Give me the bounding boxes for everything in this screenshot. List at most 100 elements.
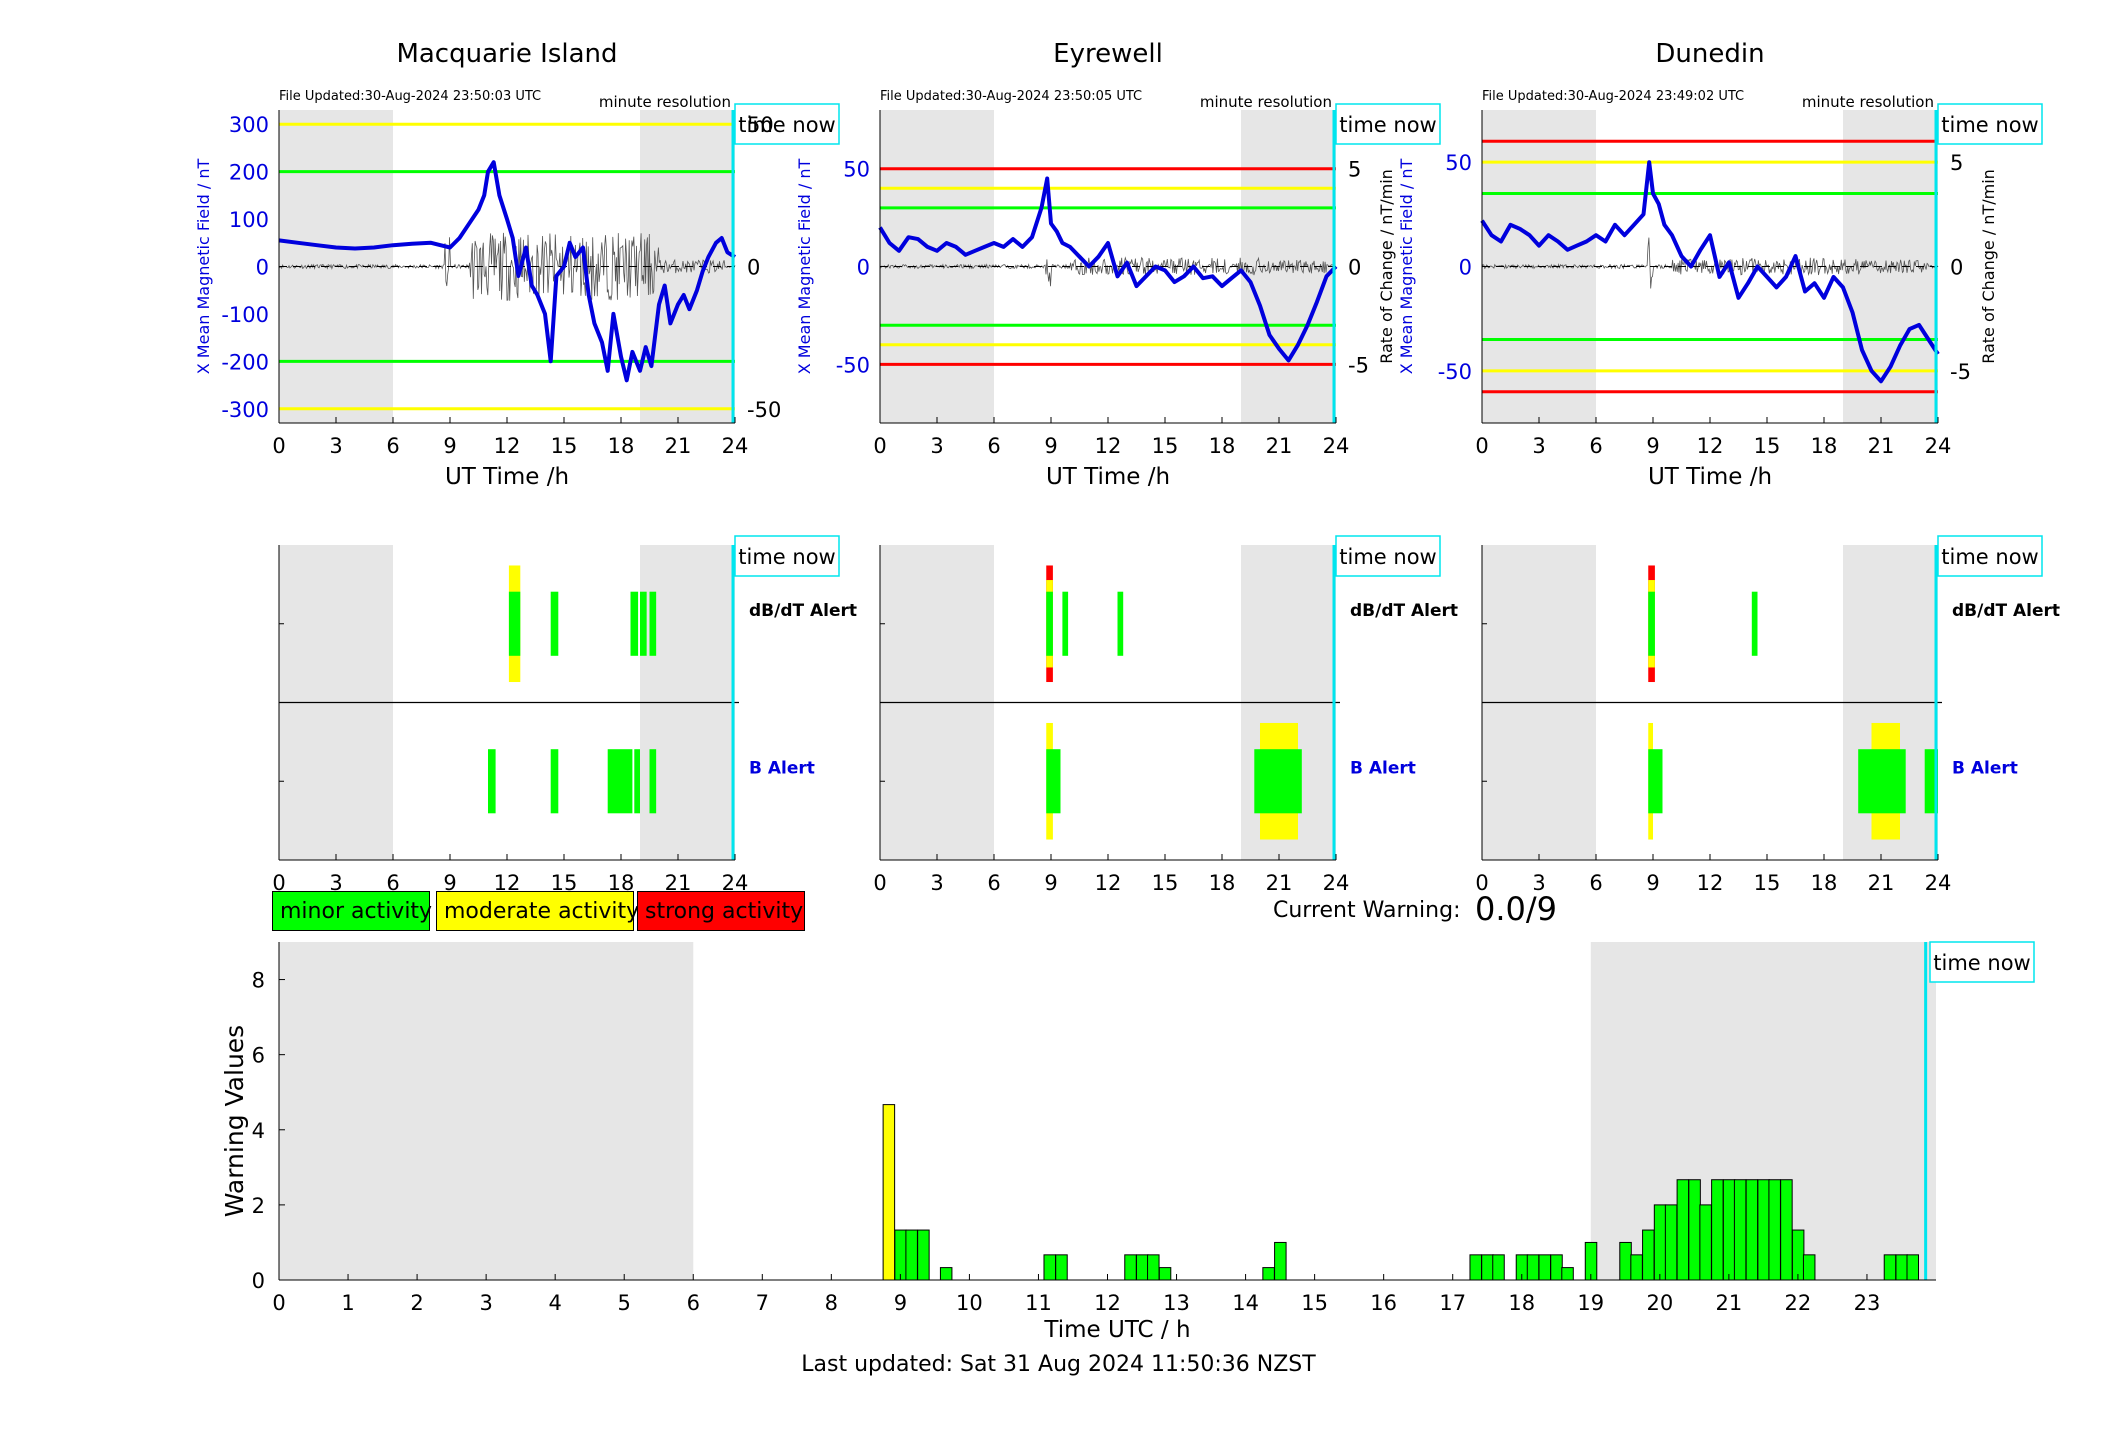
b-alert-block-2-1 xyxy=(1648,749,1663,814)
xtick-top-1-7: 21 xyxy=(1266,434,1293,458)
warning-xtick-21: 21 xyxy=(1716,1291,1743,1315)
ytick-right-1-2: -5 xyxy=(1348,353,1369,377)
ytick-right-0-0: 50 xyxy=(747,113,774,137)
warning-xtick-6: 6 xyxy=(687,1291,700,1315)
warning-bar-29 xyxy=(1699,1204,1712,1281)
xtick-top-0-7: 21 xyxy=(665,434,692,458)
xtick-top-2-1: 3 xyxy=(1532,434,1545,458)
warning-xtick-5: 5 xyxy=(618,1291,631,1315)
warning-bar-39 xyxy=(1883,1254,1897,1281)
alert-xtick-2-6: 18 xyxy=(1811,871,1838,895)
xtick-top-0-8: 24 xyxy=(722,434,749,458)
field-series-2 xyxy=(1480,160,1940,384)
alert-xtick-2-4: 12 xyxy=(1697,871,1724,895)
warning-bar-34 xyxy=(1757,1179,1770,1281)
ytick-left-0-1: 200 xyxy=(229,161,269,185)
warning-xlabel: Time UTC / h xyxy=(1043,1317,1190,1343)
warning-bar-22 xyxy=(1619,1241,1632,1281)
xtick-top-0-0: 0 xyxy=(272,434,285,458)
warning-xtick-11: 11 xyxy=(1025,1291,1052,1315)
ytick-left-1-2: -50 xyxy=(836,353,870,377)
warning-bar-9 xyxy=(1147,1254,1160,1281)
warning-bar-37 xyxy=(1791,1229,1805,1281)
dbdt-alert-block-2-3 xyxy=(1751,591,1758,656)
xlabel-top-1: UT Time /h xyxy=(1046,464,1170,490)
xtick-top-1-0: 0 xyxy=(873,434,886,458)
time-now-label-top-2: time now xyxy=(1941,113,2038,137)
alert-xtick-1-7: 21 xyxy=(1266,871,1293,895)
warning-bar-25 xyxy=(1653,1204,1667,1281)
b-alert-block-0-3 xyxy=(634,749,640,814)
alert-xtick-1-3: 9 xyxy=(1044,871,1057,895)
xtick-top-0-6: 18 xyxy=(608,434,635,458)
warning-bar-33 xyxy=(1745,1179,1759,1281)
warning-bar-27 xyxy=(1676,1179,1690,1281)
time-now-label-alert-0: time now xyxy=(738,545,835,569)
warning-bar-36 xyxy=(1780,1179,1793,1281)
b-alert-block-0-1 xyxy=(550,749,559,814)
warning-xtick-0: 0 xyxy=(272,1291,285,1315)
warning-xtick-19: 19 xyxy=(1577,1291,1604,1315)
warning-xtick-22: 22 xyxy=(1785,1291,1812,1315)
xtick-top-1-6: 18 xyxy=(1209,434,1236,458)
b-alert-block-0-4 xyxy=(649,749,657,814)
xtick-top-2-0: 0 xyxy=(1475,434,1488,458)
warning-night-shade-0 xyxy=(279,942,694,1280)
dbdt-alert-block-2-2 xyxy=(1648,591,1655,656)
last-updated: Last updated: Sat 31 Aug 2024 11:50:36 N… xyxy=(801,1352,1316,1377)
dbdt-alert-label-0: dB/dT Alert xyxy=(749,601,857,621)
b-alert-block-1-1 xyxy=(1046,749,1061,814)
ytick-left-0-5: -200 xyxy=(221,350,269,374)
xtick-top-0-3: 9 xyxy=(443,434,456,458)
warning-xtick-18: 18 xyxy=(1508,1291,1535,1315)
warning-bar-0 xyxy=(882,1104,896,1281)
warning-xtick-8: 8 xyxy=(825,1291,838,1315)
warning-ytick-2: 4 xyxy=(252,1119,265,1143)
ytick-right-2-2: -5 xyxy=(1950,360,1971,384)
alert-xtick-2-2: 6 xyxy=(1589,871,1602,895)
station-title-0: Macquarie Island xyxy=(396,39,617,69)
warning-ytick-3: 6 xyxy=(252,1044,265,1068)
ytick-left-0-0: 300 xyxy=(229,113,269,137)
xtick-top-1-4: 12 xyxy=(1095,434,1122,458)
warning-xtick-7: 7 xyxy=(756,1291,769,1315)
xlabel-top-0: UT Time /h xyxy=(445,464,569,490)
warning-bar-4 xyxy=(939,1267,953,1281)
warning-bar-14 xyxy=(1481,1254,1494,1281)
warning-xtick-2: 2 xyxy=(410,1291,423,1315)
dbdt-alert-block-1-4 xyxy=(1117,591,1124,656)
ylabel-right-1: Rate of Change / nT/min xyxy=(1377,169,1396,364)
warning-ytick-1: 2 xyxy=(252,1194,265,1218)
ytick-right-2-1: 0 xyxy=(1950,256,1963,280)
warning-bar-15 xyxy=(1492,1254,1505,1281)
dbdt-alert-label-2: dB/dT Alert xyxy=(1952,601,2060,621)
warning-xtick-13: 13 xyxy=(1163,1291,1190,1315)
b-alert-block-2-3 xyxy=(1858,749,1906,814)
alert-panel-2: time now dB/dT Alert B Alert 0 3 6 9 12 15 18 21 24 xyxy=(1475,535,2060,895)
alert-xtick-2-8: 24 xyxy=(1925,871,1952,895)
dbdt-alert-block-0-2 xyxy=(550,591,559,656)
time-now-label-alert-2: time now xyxy=(1941,545,2038,569)
alert-xtick-1-6: 18 xyxy=(1209,871,1236,895)
xtick-top-1-1: 3 xyxy=(930,434,943,458)
warning-bar-26 xyxy=(1664,1204,1678,1281)
alert-xtick-1-8: 24 xyxy=(1323,871,1350,895)
alert-xtick-1-2: 6 xyxy=(987,871,1000,895)
warning-bar-11 xyxy=(1262,1267,1275,1281)
field-series-0 xyxy=(278,160,737,383)
xtick-top-0-4: 12 xyxy=(494,434,521,458)
dbdt-alert-block-1-2 xyxy=(1046,591,1053,656)
alert-panel-1: time now dB/dT Alert B Alert 0 3 6 9 12 15 18 21 24 xyxy=(873,535,1458,895)
time-now-box-top-1 xyxy=(1335,103,1441,145)
alert-xtick-1-4: 12 xyxy=(1095,871,1122,895)
ylabel-left-1: X Mean Magnetic Field / nT xyxy=(795,159,814,375)
minute-resolution-2: minute resolution xyxy=(1802,93,1934,111)
warning-bar-19 xyxy=(1550,1254,1563,1281)
warning-bar-5 xyxy=(1043,1254,1056,1281)
xtick-top-1-5: 15 xyxy=(1152,434,1179,458)
b-alert-label-0: B Alert xyxy=(749,758,815,778)
alert-xtick-1-1: 3 xyxy=(930,871,943,895)
ytick-right-2-0: 5 xyxy=(1950,151,1963,175)
ytick-left-2-2: -50 xyxy=(1438,360,1472,384)
warning-xtick-10: 10 xyxy=(956,1291,983,1315)
